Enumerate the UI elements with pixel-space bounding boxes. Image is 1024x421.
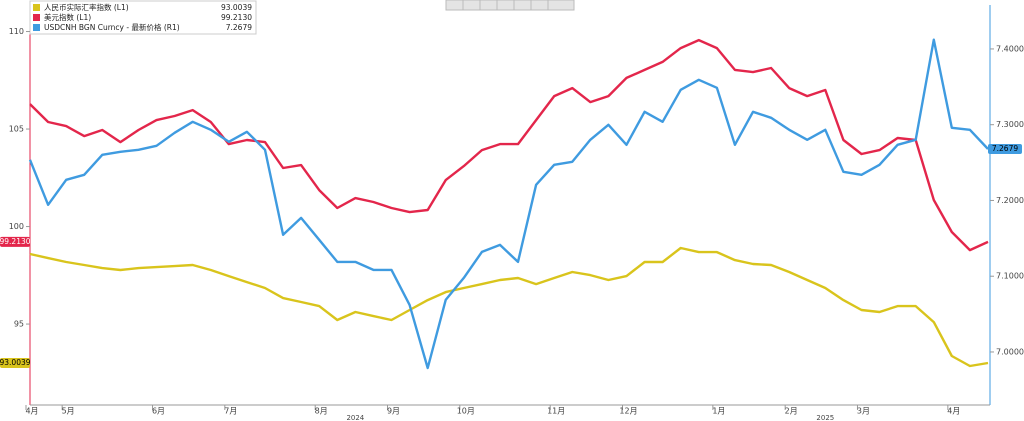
x-tick-label: 3月 (857, 407, 870, 416)
y2-tick-label: 7.4000 (996, 44, 1024, 53)
last-value-tag (0, 236, 30, 247)
x-tick-label: 1月 (712, 407, 725, 416)
toolbar-bg (445, 0, 575, 11)
legend-swatch (33, 4, 40, 11)
x-tick-label: 10月 (457, 407, 475, 416)
toolbar[interactable] (445, 0, 575, 11)
series-line (29, 38, 989, 252)
y2-tick-label: 7.1000 (996, 272, 1024, 281)
series-line (28, 38, 989, 370)
legend-value: 7.2679 (226, 23, 252, 32)
legend-swatch (33, 24, 40, 31)
y-tick-label: 95 (14, 320, 24, 329)
legend-swatch (33, 14, 40, 21)
legend-value: 99.2130 (221, 13, 252, 22)
year-label: 2024 (346, 414, 364, 421)
x-tick-label: 8月 (315, 407, 328, 416)
y-tick-label: 100 (9, 222, 24, 231)
legend-box (29, 0, 257, 35)
last-value-tag (988, 144, 1022, 155)
last-value-tag-label: 7.2679 (992, 144, 1018, 153)
legend-value: 93.0039 (221, 3, 252, 12)
legend-label: 美元指数 (L1) (44, 12, 91, 22)
legend-label: USDCNH BGN Curncy - 最新价格 (R1) (44, 22, 180, 32)
series-line (29, 246, 989, 368)
y-tick-label: 110 (9, 27, 24, 36)
x-tick-label: 6月 (152, 407, 165, 416)
last-value-tag (0, 357, 30, 368)
legend-label: 人民币实际汇率指数 (L1) (44, 2, 129, 12)
y2-tick-label: 7.3000 (996, 120, 1024, 129)
y-tick-label: 105 (9, 125, 24, 134)
y2-tick-label: 7.2000 (996, 196, 1024, 205)
x-tick-label: 9月 (387, 407, 400, 416)
year-label: 2025 (816, 414, 834, 421)
x-tick-label: 4月 (25, 407, 38, 416)
x-tick-label: 2月 (785, 407, 798, 416)
x-tick-label: 11月 (547, 407, 565, 416)
legend: 人民币实际汇率指数 (L1) 93.0039 美元指数 (L1) 99.2130 USD… (29, 0, 257, 35)
last-value-tag-label: 99.2130 (0, 237, 31, 246)
last-value-tag-label: 93.0039 (0, 358, 31, 367)
x-tick-label: 5月 (62, 407, 75, 416)
x-tick-label: 12月 (619, 407, 637, 416)
y2-tick-label: 7.0000 (996, 347, 1024, 356)
x-tick-label: 7月 (224, 407, 237, 416)
x-tick-label: 4月 (947, 407, 960, 416)
